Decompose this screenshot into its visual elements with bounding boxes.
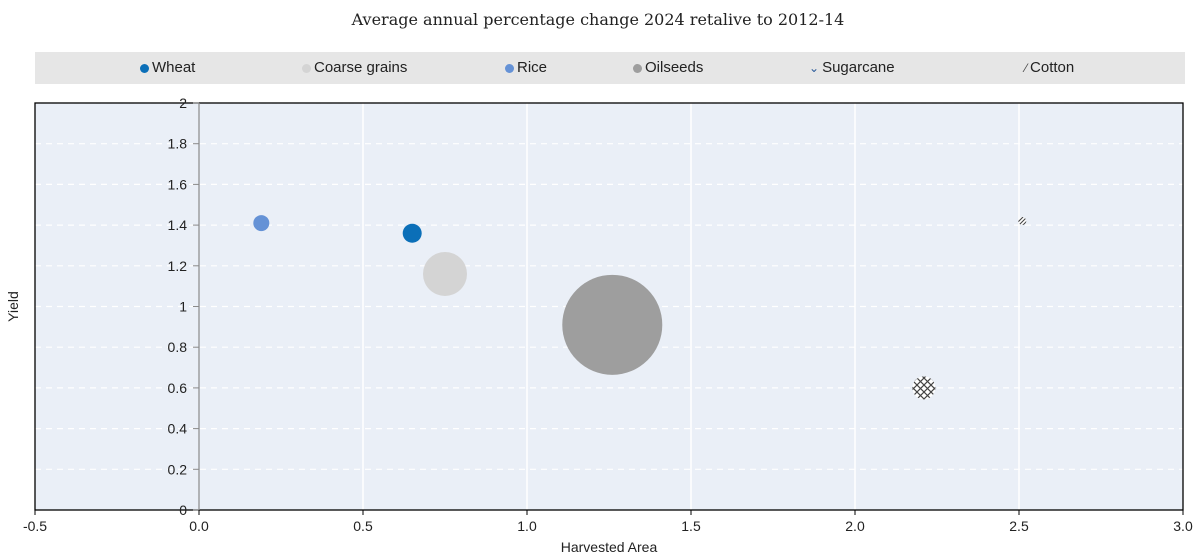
x-tick-label: 2.5	[1009, 518, 1029, 534]
legend-marker-rice	[505, 63, 514, 73]
y-tick-label: 0.6	[168, 380, 188, 396]
plot-frame	[34, 102, 1184, 511]
legend-item-oilseeds: Oilseeds	[633, 52, 703, 84]
legend-marker-sugarcane-icon: ⌄	[809, 61, 820, 76]
y-tick-label: 2	[179, 95, 187, 111]
legend-label: Wheat	[152, 59, 196, 76]
legend-item-wheat: Wheat	[140, 52, 195, 84]
legend-item-rice: Rice	[505, 52, 547, 84]
y-tick-label: 0.8	[168, 339, 188, 355]
y-axis-label: Yield	[5, 291, 21, 322]
y-tick-label: 1	[179, 299, 187, 315]
y-tick-label: 1.8	[168, 136, 188, 152]
bubble-cotton	[1018, 217, 1027, 226]
x-tick-label: -0.5	[23, 518, 47, 534]
bubble-coarse-grains	[423, 251, 467, 296]
bubble-oilseeds	[562, 274, 663, 375]
legend-label: Cotton	[1030, 59, 1075, 76]
legend-label: Coarse grains	[314, 59, 408, 76]
y-tick-label: 1.2	[168, 258, 188, 274]
legend-marker-oilseeds	[633, 63, 642, 73]
legend-item-coarse-grains: Coarse grains	[302, 52, 407, 84]
legend-marker-coarse-grains	[302, 63, 311, 73]
chart-legend: Wheat Coarse grains Rice Oilseeds ⌄ Sugarcane…	[35, 52, 1185, 84]
x-tick-label: 0.0	[189, 518, 209, 534]
bubble-rice	[253, 215, 270, 232]
x-tick-label: 3.0	[1173, 518, 1193, 534]
legend-item-cotton: ⁄ Cotton	[1025, 52, 1074, 84]
legend-label: Rice	[517, 59, 548, 76]
y-tick-label: 0.4	[168, 421, 188, 437]
legend-marker-wheat	[140, 63, 149, 73]
legend-label: Sugarcane	[822, 59, 895, 76]
legend-label: Oilseeds	[645, 59, 704, 76]
bubble-sugarcane	[912, 376, 936, 400]
x-tick-label: 1.0	[517, 518, 537, 534]
x-tick-label: 2.0	[845, 518, 865, 534]
x-tick-label: 0.5	[353, 518, 373, 534]
y-tick-label: 1.6	[168, 176, 188, 192]
y-tick-label: 0	[179, 502, 187, 518]
y-tick-label: 0.2	[168, 461, 188, 477]
x-axis-label: Harvested Area	[561, 539, 658, 555]
chart-subtitle: Average annual percentage change 2024 re…	[351, 10, 845, 29]
legend-marker-cotton-icon: ⁄	[1025, 61, 1028, 76]
legend-item-sugarcane: ⌄ Sugarcane	[809, 52, 895, 84]
bubble-wheat	[402, 223, 422, 243]
y-tick-label: 1.4	[168, 217, 188, 233]
x-tick-label: 1.5	[681, 518, 701, 534]
